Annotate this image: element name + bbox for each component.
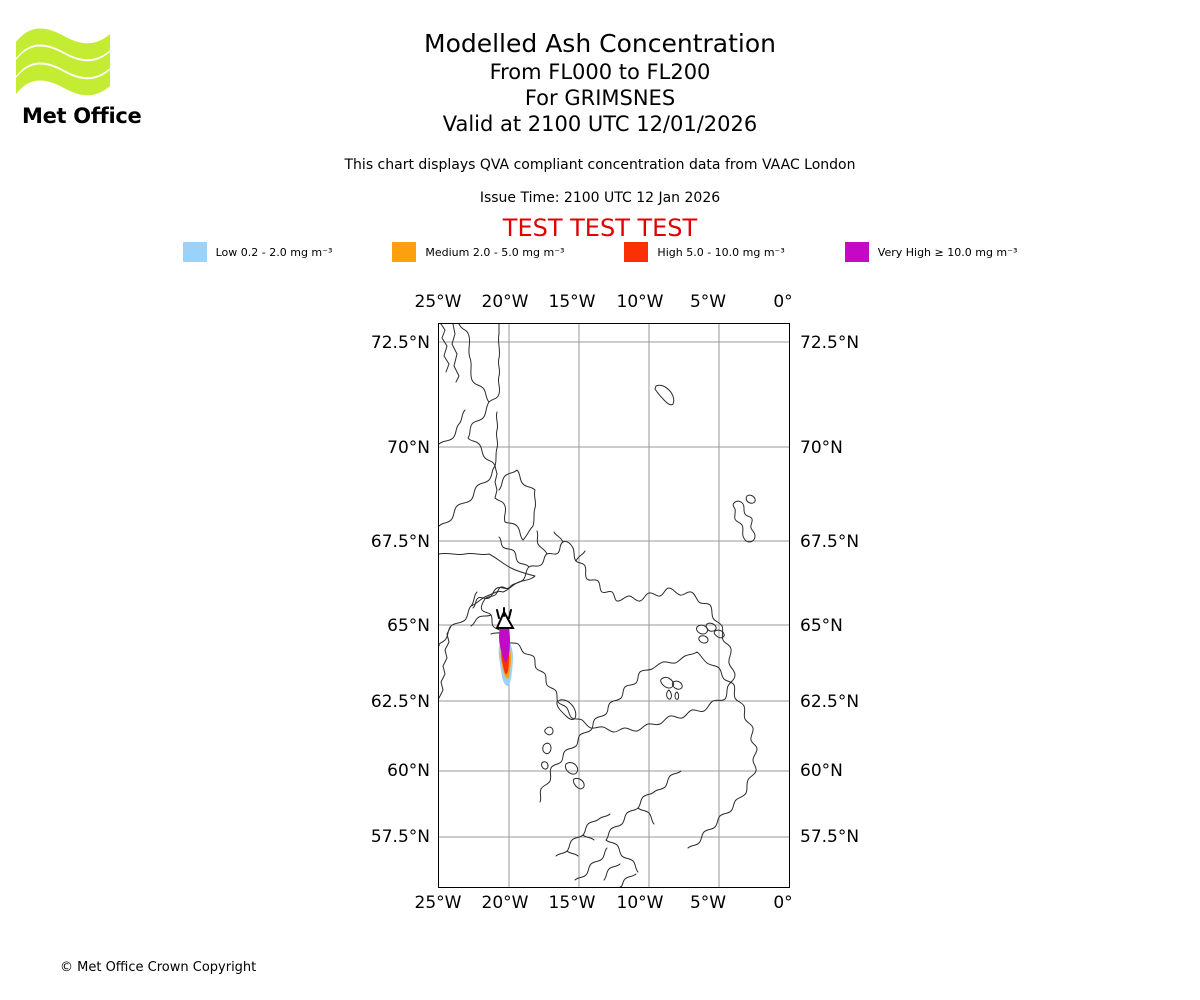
x-axis-tick-bottom-4: 5°W: [689, 893, 727, 913]
coastline-shetland-small: [745, 494, 756, 504]
legend-label-high: High 5.0 - 10.0 mg m⁻³: [657, 245, 785, 259]
x-axis-tick-top-4: 5°W: [689, 292, 727, 312]
y-axis-tick-right-1: 70°N: [800, 438, 843, 458]
x-axis-tick-bottom-3: 10°W: [616, 893, 664, 913]
title-flight-levels: From FL000 to FL200: [489, 60, 711, 84]
met-office-logo: Met Office: [12, 20, 202, 128]
coastline-shetland: [732, 500, 756, 543]
page-title: Modelled Ash Concentration: [424, 29, 776, 58]
coastline-hebrides: [541, 699, 585, 790]
y-axis-tick-right-4: 62.5°N: [800, 692, 860, 712]
copyright-notice: © Met Office Crown Copyright: [60, 960, 257, 975]
x-axis-tick-top-1: 20°W: [481, 292, 529, 312]
legend-label-medium: Medium 2.0 - 5.0 mg m⁻³: [425, 245, 565, 259]
logo-text: Met Office: [22, 104, 142, 128]
y-axis-tick-right-3: 65°N: [800, 616, 843, 636]
legend-label-low: Low 0.2 - 2.0 mg m⁻³: [215, 245, 333, 259]
legend-swatch-medium: [392, 242, 417, 262]
coastlines-group: [439, 324, 758, 887]
test-banner: TEST TEST TEST: [502, 214, 698, 242]
legend-item-high: High 5.0 - 10.0 mg m⁻³: [624, 241, 785, 263]
legend-item-medium: Medium 2.0 - 5.0 mg m⁻³: [392, 241, 564, 263]
title-source: For GRIMSNES: [524, 86, 676, 110]
y-axis-tick-right-5: 60°N: [800, 761, 843, 781]
legend-item-very-high: Very High ≥ 10.0 mg m⁻³: [844, 241, 1018, 263]
coastline-faroe-islands: [660, 676, 683, 700]
coastline-jan-mayen: [654, 384, 675, 406]
legend-swatch-very-high: [844, 242, 869, 262]
map-canvas: [439, 324, 789, 887]
y-axis-tick-right-2: 67.5°N: [800, 532, 860, 552]
concentration-legend: Low 0.2 - 2.0 mg m⁻³ Medium 2.0 - 5.0 mg…: [0, 241, 1200, 263]
coastline-orkney: [696, 622, 725, 644]
legend-item-low: Low 0.2 - 2.0 mg m⁻³: [182, 241, 333, 263]
x-axis-tick-top-3: 10°W: [616, 292, 664, 312]
issue-time: Issue Time: 2100 UTC 12 Jan 2026: [479, 190, 721, 206]
ash-plume-group: [495, 607, 515, 686]
logo-waves-icon: [16, 28, 110, 96]
x-axis-tick-bottom-0: 25°W: [414, 893, 462, 913]
header-titles: Modelled Ash Concentration From FL000 to…: [0, 28, 1200, 137]
y-axis-tick-left-2: 67.5°N: [370, 532, 430, 552]
legend-swatch-low: [182, 242, 207, 262]
coastline-greenland: [439, 324, 537, 699]
ash-concentration-map[interactable]: [438, 323, 790, 888]
x-axis-tick-top-5: 0°: [773, 292, 793, 312]
legend-label-very-high: Very High ≥ 10.0 mg m⁻³: [877, 245, 1018, 259]
coastline-scotland: [539, 651, 758, 887]
y-axis-tick-left-3: 65°N: [387, 616, 430, 636]
coastline-iceland-westfjords: [470, 530, 586, 635]
x-axis-tick-top-2: 15°W: [548, 292, 596, 312]
y-axis-tick-right-6: 57.5°N: [800, 827, 860, 847]
ash-contour-very-high: [499, 618, 510, 662]
volcano-source-marker: [495, 607, 515, 629]
map-gridlines: [439, 324, 789, 887]
title-valid-time: Valid at 2100 UTC 12/01/2026: [442, 112, 758, 136]
y-axis-tick-left-5: 60°N: [387, 761, 430, 781]
coastline-iceland: [480, 541, 736, 733]
y-axis-tick-left-1: 70°N: [387, 438, 430, 458]
y-axis-tick-left-0: 72.5°N: [370, 333, 430, 353]
x-axis-tick-bottom-2: 15°W: [548, 893, 596, 913]
qva-note: This chart displays QVA compliant concen…: [344, 157, 856, 173]
x-axis-tick-top-0: 25°W: [414, 292, 462, 312]
x-axis-tick-bottom-5: 0°: [773, 893, 793, 913]
legend-swatch-high: [624, 242, 649, 262]
x-axis-tick-bottom-1: 20°W: [481, 893, 529, 913]
y-axis-tick-left-6: 57.5°N: [370, 827, 430, 847]
y-axis-tick-left-4: 62.5°N: [370, 692, 430, 712]
y-axis-tick-right-0: 72.5°N: [800, 333, 860, 353]
